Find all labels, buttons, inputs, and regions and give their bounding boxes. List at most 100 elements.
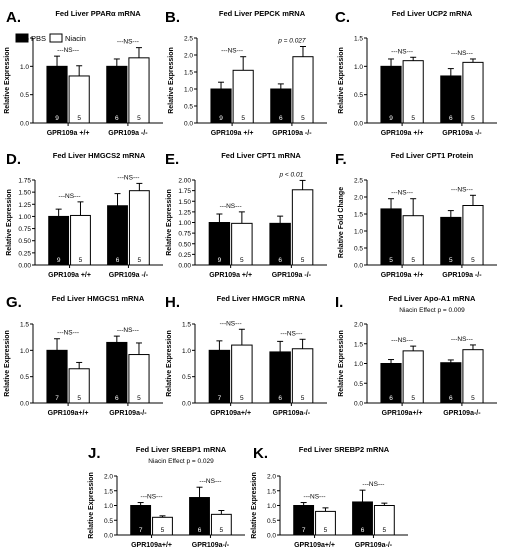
y-axis-label: Relative Fold Change	[338, 187, 345, 258]
panel-letter: E.	[165, 151, 179, 168]
legend-pbs-swatch	[15, 33, 29, 43]
y-tick-label: 1.5	[354, 36, 363, 43]
y-tick-label: 1.50	[178, 199, 191, 206]
n-label: 5	[449, 257, 453, 264]
legend-niacin-label: Niacin	[65, 34, 86, 43]
significance-label: ---NS---	[117, 39, 139, 46]
n-label: 6	[116, 257, 120, 264]
y-tick-label: 1.0	[182, 348, 191, 355]
n-label: 5	[383, 527, 387, 534]
chart-title: Fed Liver HMGCS2 mRNA	[53, 151, 146, 160]
significance-label: ---NS---	[199, 478, 221, 485]
y-tick-label: 0.00	[178, 263, 191, 270]
y-tick-label: 2.0	[267, 474, 276, 481]
y-tick-label: 0.5	[20, 374, 29, 381]
y-axis-label: Relative Expression	[6, 189, 13, 256]
n-label: 5	[411, 115, 415, 122]
chart-panel-3: C. Fed Liver UCP2 mRNA 0.0 0.5 1.0 1.5 Relativ…	[335, 9, 497, 137]
bar-niacin	[291, 189, 314, 266]
chart-title: Fed Liver SREBP2 mRNA	[299, 445, 390, 454]
y-tick-label: 0.50	[178, 241, 191, 248]
y-tick-label: 1.0	[184, 87, 193, 94]
n-label: 9	[389, 115, 393, 122]
significance-label: ---NS---	[451, 50, 473, 57]
y-tick-label: 0.75	[18, 226, 31, 233]
x-tick-label: GPR109a +/+	[381, 130, 424, 137]
n-label: 9	[55, 115, 59, 122]
n-label: 5	[79, 257, 83, 264]
y-tick-label: 1.75	[18, 178, 31, 185]
y-tick-label: 1.0	[354, 229, 363, 236]
chart-title: Fed Liver PEPCK mRNA	[219, 9, 306, 18]
x-tick-label: GPR109a-/-	[109, 410, 147, 417]
n-label: 5	[389, 257, 393, 264]
n-label: 5	[324, 527, 328, 534]
y-tick-label: 0.0	[182, 401, 191, 408]
y-tick-label: 0.5	[354, 381, 363, 388]
chart-title: Fed Liver Apo-A1 mRNA	[389, 294, 476, 303]
significance-label: ---NS---	[221, 48, 243, 55]
y-tick-label: 1.0	[20, 348, 29, 355]
n-label: 5	[161, 527, 165, 534]
x-tick-label: GPR109a +/+	[211, 130, 254, 137]
panel-letter: F.	[335, 151, 347, 168]
x-tick-label: GPR109a-/-	[273, 410, 311, 417]
chart-title: Fed Liver CPT1 Protein	[391, 151, 474, 160]
bar-niacin	[292, 56, 314, 124]
significance-label: ---NS---	[141, 494, 163, 501]
x-tick-label: GPR109a+/+	[210, 410, 251, 417]
y-tick-label: 0.0	[20, 121, 29, 128]
n-label: 5	[240, 395, 244, 402]
y-tick-label: 1.5	[104, 488, 113, 495]
chart-panel-5: E. Fed Liver CPT1 mRNA 0.00 0.25 0.50 0.75 1.0…	[165, 151, 327, 279]
y-tick-label: 2.0	[184, 53, 193, 60]
chart-panel-10: J. Fed Liver SREBP1 mRNA Niacin Effect p =…	[88, 445, 245, 549]
x-tick-label: GPR109a+/+	[294, 542, 335, 549]
x-tick-label: GPR109a -/-	[442, 272, 482, 279]
significance-label: ---NS---	[451, 336, 473, 343]
significance-label: ---NS---	[280, 330, 302, 337]
significance-label: ---NS---	[57, 330, 79, 337]
chart-subtitle: Niacin Effect p = 0.029	[148, 458, 214, 465]
n-label: 6	[115, 395, 119, 402]
y-tick-label: 2.5	[184, 36, 193, 43]
y-axis-label: Relative Expression	[251, 472, 258, 539]
n-label: 6	[279, 115, 283, 122]
n-label: 6	[278, 257, 282, 264]
panel-letter: G.	[6, 294, 22, 311]
n-label: 5	[137, 115, 141, 122]
y-tick-label: 1.0	[354, 64, 363, 71]
y-tick-label: 1.5	[182, 322, 191, 329]
y-tick-label: 0.5	[182, 374, 191, 381]
n-label: 7	[218, 395, 222, 402]
y-tick-label: 1.00	[18, 214, 31, 221]
y-tick-label: 1.25	[178, 209, 191, 216]
significance-label: ---NS---	[59, 193, 81, 200]
y-tick-label: 0.5	[354, 246, 363, 253]
y-tick-label: 1.0	[267, 503, 276, 510]
chart-panel-4: D. Fed Liver HMGCS2 mRNA 0.00 0.25 0.50 0.75 1…	[6, 151, 163, 279]
significance-label: ---NS---	[304, 494, 326, 501]
y-tick-label: 0.00	[18, 263, 31, 270]
y-axis-label: Relative Expression	[168, 47, 175, 114]
chart-panel-1: A.Fed Liver PPARα mRNA0.00.51.01.5Relati…	[4, 9, 163, 137]
n-label: 6	[115, 115, 119, 122]
x-tick-label: GPR109a+/+	[48, 410, 89, 417]
y-tick-label: 0.5	[184, 104, 193, 111]
panel-letter: H.	[165, 294, 180, 311]
x-tick-label: GPR109a -/-	[272, 130, 312, 137]
significance-label: p = 0.027	[277, 38, 306, 45]
y-tick-label: 0.25	[178, 252, 191, 259]
x-tick-label: GPR109a-/-	[192, 542, 230, 549]
n-label: 5	[137, 395, 141, 402]
y-tick-label: 0.5	[104, 518, 113, 525]
y-tick-label: 0.5	[354, 92, 363, 99]
n-label: 5	[301, 395, 305, 402]
n-label: 6	[449, 395, 453, 402]
n-label: 7	[302, 527, 306, 534]
y-tick-label: 0.0	[104, 533, 113, 540]
y-axis-label: Relative Expression	[4, 47, 11, 114]
significance-label: ---NS---	[220, 203, 242, 210]
chart-title: Fed Liver HMGCR mRNA	[217, 294, 306, 303]
